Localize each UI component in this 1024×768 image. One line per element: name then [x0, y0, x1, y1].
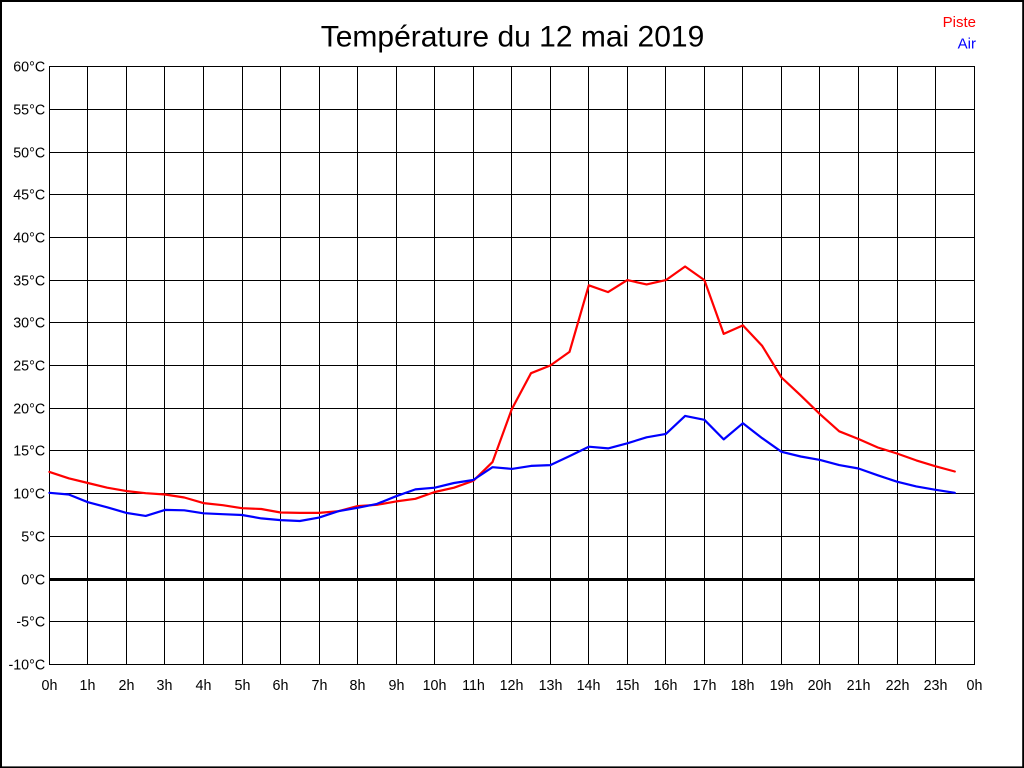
svg-text:11h: 11h	[462, 678, 485, 694]
svg-text:-10°C: -10°C	[8, 658, 45, 674]
svg-text:0°C: 0°C	[21, 573, 45, 589]
svg-text:25°C: 25°C	[13, 359, 45, 375]
svg-text:50°C: 50°C	[13, 146, 45, 162]
svg-text:19h: 19h	[770, 678, 794, 694]
svg-text:60°C: 60°C	[13, 60, 45, 76]
svg-text:10h: 10h	[423, 678, 447, 694]
svg-text:10°C: 10°C	[13, 487, 45, 503]
svg-text:23h: 23h	[924, 678, 948, 694]
svg-text:55°C: 55°C	[13, 103, 45, 119]
svg-text:Température du 12 mai 2019: Température du 12 mai 2019	[321, 20, 705, 53]
svg-text:15°C: 15°C	[13, 444, 45, 460]
svg-text:35°C: 35°C	[13, 274, 45, 290]
svg-text:9h: 9h	[389, 678, 405, 694]
svg-text:7h: 7h	[312, 678, 328, 694]
svg-text:4h: 4h	[196, 678, 212, 694]
svg-text:3h: 3h	[157, 678, 173, 694]
svg-text:40°C: 40°C	[13, 231, 45, 247]
svg-text:12h: 12h	[500, 678, 524, 694]
svg-text:0h: 0h	[967, 678, 983, 694]
svg-text:18h: 18h	[731, 678, 755, 694]
svg-text:1h: 1h	[80, 678, 96, 694]
svg-text:30°C: 30°C	[13, 316, 45, 332]
svg-text:17h: 17h	[693, 678, 717, 694]
svg-text:22h: 22h	[886, 678, 910, 694]
svg-text:Piste: Piste	[943, 14, 976, 31]
svg-text:21h: 21h	[847, 678, 871, 694]
svg-text:-5°C: -5°C	[16, 615, 45, 631]
svg-text:5h: 5h	[235, 678, 251, 694]
svg-text:Air: Air	[958, 35, 976, 52]
svg-text:45°C: 45°C	[13, 188, 45, 204]
svg-text:16h: 16h	[654, 678, 678, 694]
svg-text:0h: 0h	[42, 678, 58, 694]
svg-text:15h: 15h	[616, 678, 640, 694]
svg-text:14h: 14h	[577, 678, 601, 694]
svg-text:8h: 8h	[350, 678, 366, 694]
svg-text:6h: 6h	[273, 678, 289, 694]
svg-text:2h: 2h	[119, 678, 135, 694]
svg-text:20h: 20h	[808, 678, 832, 694]
svg-text:13h: 13h	[539, 678, 563, 694]
svg-text:20°C: 20°C	[13, 402, 45, 418]
svg-text:5°C: 5°C	[21, 530, 45, 546]
